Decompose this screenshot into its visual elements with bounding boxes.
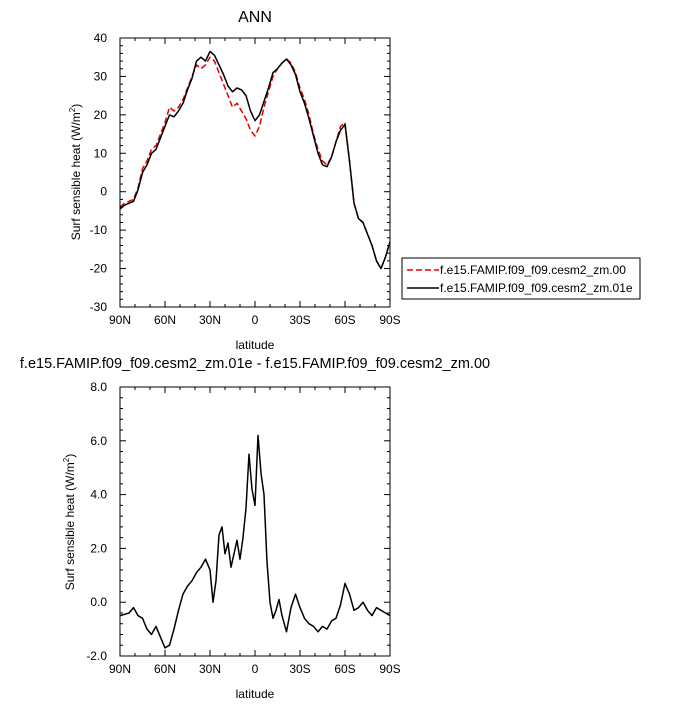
top-x-tick-label: 0 <box>252 313 259 327</box>
top-y-tick-label: -10 <box>90 223 108 237</box>
bottom-y-tick-label: 4.0 <box>90 488 107 502</box>
top-y-tick-label: 20 <box>94 108 108 122</box>
top-y-tick-label: 0 <box>100 185 107 199</box>
bottom-chart: f.e15.FAMIP.f09_f09.cesm2_zm.01e - f.e15… <box>20 356 490 701</box>
bottom-x-tick-label: 30N <box>199 662 221 676</box>
bottom-y-axis-label: Surf sensible heat (W/m2) <box>62 454 77 591</box>
top-series-line-0 <box>119 56 391 270</box>
top-y-tick-label: -20 <box>90 262 108 276</box>
bottom-x-tick-label: 90N <box>109 662 131 676</box>
top-y-tick-label: 30 <box>94 69 108 83</box>
bottom-x-tick-label: 90S <box>379 662 400 676</box>
bottom-chart-title: f.e15.FAMIP.f09_f09.cesm2_zm.01e - f.e15… <box>20 356 490 372</box>
bottom-y-tick-label: 2.0 <box>90 541 107 555</box>
bottom-x-tick-label: 60S <box>334 662 355 676</box>
bottom-x-ticks: 90N 60N 30N 0 30S 60S 90S <box>109 387 401 676</box>
bottom-y-axis-label-main: Surf sensible heat (W/m <box>63 462 77 590</box>
top-y-axis-label: Surf sensible heat (W/m2) <box>68 104 83 241</box>
bottom-x-tick-label: 60N <box>154 662 176 676</box>
top-x-tick-label: 90N <box>109 313 131 327</box>
top-y-tick-label: 40 <box>94 31 108 45</box>
top-x-axis-label: latitude <box>236 338 275 352</box>
top-y-axis-label-main: Surf sensible heat (W/m <box>69 112 83 240</box>
bottom-y-tick-label: 6.0 <box>90 434 107 448</box>
bottom-x-tick-label: 30S <box>289 662 310 676</box>
top-y-axis-label-sup: 2 <box>68 107 77 112</box>
bottom-plot-lines <box>119 434 391 649</box>
bottom-x-axis-label: latitude <box>236 687 275 701</box>
bottom-y-tick-label: -2.0 <box>86 649 107 663</box>
top-x-tick-label: 60N <box>154 313 176 327</box>
top-x-ticks: 90N 60N 30N 0 30S 60S 90S <box>109 38 401 327</box>
legend-label-00: f.e15.FAMIP.f09_f09.cesm2_zm.00 <box>440 263 626 277</box>
bottom-y-axis-label-sup: 2 <box>62 457 71 462</box>
top-x-tick-label: 30N <box>199 313 221 327</box>
top-plot-frame <box>119 37 391 308</box>
bottom-plot-frame <box>119 386 391 657</box>
bottom-y-ticks: 8.0 6.0 4.0 2.0 0.0 -2.0 <box>86 380 390 663</box>
top-chart-title: ANN <box>238 9 272 26</box>
top-y-tick-label: 10 <box>94 146 108 160</box>
top-series-line-1 <box>119 50 391 270</box>
bottom-y-tick-label: 0.0 <box>90 595 107 609</box>
top-chart: ANN 90N 60N 30N 0 30S 60S 90S 40 30 20 10 0 -10 -20 -… <box>68 9 641 352</box>
bottom-y-tick-label: 8.0 <box>90 380 107 394</box>
bottom-series-line-0 <box>119 434 391 649</box>
bottom-x-tick-label: 0 <box>252 662 259 676</box>
legend-box <box>401 257 641 300</box>
top-plot-lines <box>119 50 391 270</box>
top-x-tick-label: 60S <box>334 313 355 327</box>
top-y-axis-label-close: ) <box>69 104 83 108</box>
top-y-ticks: 40 30 20 10 0 -10 -20 -30 <box>90 31 390 314</box>
legend-label-01e: f.e15.FAMIP.f09_f09.cesm2_zm.01e <box>440 281 633 295</box>
top-x-tick-label: 30S <box>289 313 310 327</box>
top-x-tick-label: 90S <box>379 313 400 327</box>
legend: f.e15.FAMIP.f09_f09.cesm2_zm.00 f.e15.FA… <box>401 257 641 300</box>
top-y-tick-label: -30 <box>90 300 108 314</box>
bottom-y-axis-label-close: ) <box>63 454 77 458</box>
